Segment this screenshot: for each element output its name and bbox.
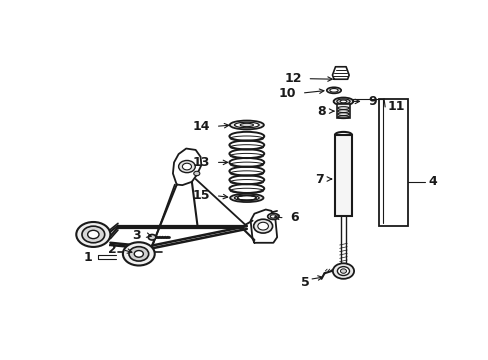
Circle shape <box>253 219 272 233</box>
Text: 7: 7 <box>314 172 323 185</box>
Text: 13: 13 <box>192 156 210 169</box>
Ellipse shape <box>234 122 259 128</box>
Ellipse shape <box>234 195 259 201</box>
Text: 4: 4 <box>427 175 436 188</box>
Circle shape <box>257 222 268 230</box>
Circle shape <box>82 226 104 243</box>
Ellipse shape <box>230 194 263 202</box>
Text: 2: 2 <box>108 243 117 256</box>
Text: 8: 8 <box>316 105 325 118</box>
Text: 14: 14 <box>192 120 210 133</box>
Circle shape <box>332 263 353 279</box>
Circle shape <box>340 269 346 273</box>
Circle shape <box>76 222 110 247</box>
Text: 15: 15 <box>192 189 210 202</box>
Circle shape <box>193 171 200 176</box>
Bar <box>337 104 349 118</box>
Circle shape <box>182 163 191 170</box>
Circle shape <box>134 251 143 257</box>
Ellipse shape <box>329 89 338 92</box>
Ellipse shape <box>339 100 346 103</box>
Circle shape <box>178 161 195 173</box>
Text: 6: 6 <box>290 211 299 224</box>
Text: 5: 5 <box>301 276 309 289</box>
Text: 9: 9 <box>368 95 377 108</box>
Ellipse shape <box>333 98 353 105</box>
Text: 3: 3 <box>132 229 141 242</box>
Circle shape <box>148 234 156 240</box>
Text: 10: 10 <box>278 87 296 100</box>
Text: 11: 11 <box>387 100 405 113</box>
Circle shape <box>337 267 349 275</box>
Ellipse shape <box>240 123 253 127</box>
Circle shape <box>129 247 148 261</box>
Bar <box>334 135 351 216</box>
Ellipse shape <box>229 121 264 129</box>
Ellipse shape <box>267 213 279 220</box>
Ellipse shape <box>326 87 341 93</box>
Bar <box>379 99 407 226</box>
Circle shape <box>122 242 154 266</box>
Text: 1: 1 <box>83 251 92 264</box>
Ellipse shape <box>336 99 349 104</box>
Circle shape <box>87 230 99 239</box>
Ellipse shape <box>270 215 276 218</box>
Text: 12: 12 <box>284 72 301 85</box>
